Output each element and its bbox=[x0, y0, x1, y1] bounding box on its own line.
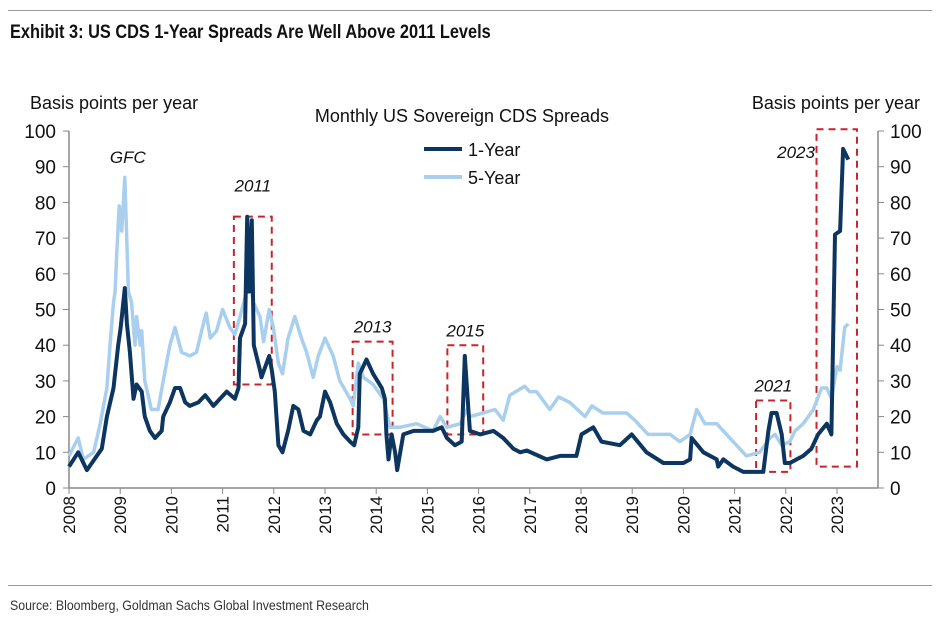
legend-label-5-year: 5-Year bbox=[468, 168, 520, 188]
annotation-box-2011 bbox=[232, 215, 273, 386]
left-y-tick-label: 0 bbox=[45, 479, 56, 500]
annotation-label-2021: 2021 bbox=[753, 377, 792, 396]
bottom-divider bbox=[8, 585, 932, 586]
right-y-tick-label: 30 bbox=[890, 372, 911, 393]
source-note: Source: Bloomberg, Goldman Sachs Global … bbox=[10, 597, 369, 613]
left-y-tick-label: 50 bbox=[35, 301, 56, 322]
x-tick-label: 2014 bbox=[367, 496, 386, 534]
x-tick-label: 2008 bbox=[60, 496, 79, 534]
exhibit-title: Exhibit 3: US CDS 1-Year Spreads Are Wel… bbox=[10, 22, 491, 43]
right-y-tick-label: 10 bbox=[890, 443, 911, 464]
annotation-label-2015: 2015 bbox=[445, 321, 484, 340]
left-y-tick-label: 10 bbox=[35, 443, 56, 464]
x-tick-label: 2011 bbox=[214, 496, 233, 533]
x-tick-label: 2015 bbox=[418, 496, 437, 534]
right-y-tick-label: 0 bbox=[890, 479, 901, 500]
right-axis-label: Basis points per year bbox=[752, 93, 920, 113]
left-axis-label: Basis points per year bbox=[30, 93, 198, 113]
right-y-tick-label: 80 bbox=[890, 193, 911, 214]
x-tick-label: 2020 bbox=[674, 496, 693, 534]
annotation-box-2021 bbox=[755, 399, 792, 473]
left-y-tick-label: 70 bbox=[35, 229, 56, 250]
annotation-label-2011: 2011 bbox=[234, 177, 272, 196]
right-y-tick-label: 60 bbox=[890, 265, 911, 286]
annotation-label-gfc: GFC bbox=[110, 148, 147, 167]
annotation-label-2023: 2023 bbox=[776, 143, 815, 162]
cds-spreads-chart: Basis points per year Basis points per y… bbox=[24, 93, 922, 534]
annotation-box-2013 bbox=[351, 340, 394, 436]
right-y-tick-label: 50 bbox=[890, 301, 911, 322]
right-y-tick-label: 40 bbox=[890, 336, 911, 357]
x-tick-label: 2017 bbox=[521, 496, 540, 534]
x-tick-label: 2010 bbox=[162, 496, 181, 534]
x-tick-label: 2012 bbox=[265, 496, 284, 534]
annotation-label-2013: 2013 bbox=[353, 318, 392, 337]
x-tick-label: 2021 bbox=[726, 496, 745, 534]
series-line-5-year bbox=[67, 175, 850, 462]
x-tick-label: 2018 bbox=[572, 496, 591, 534]
annotation-box-2023 bbox=[815, 128, 858, 468]
left-y-tick-label: 80 bbox=[35, 193, 56, 214]
right-y-tick-label: 20 bbox=[890, 408, 911, 429]
right-y-tick-label: 70 bbox=[890, 229, 911, 250]
x-tick-label: 2019 bbox=[623, 496, 642, 534]
annotation-box-2015 bbox=[446, 344, 485, 436]
left-y-tick-label: 20 bbox=[35, 408, 56, 429]
left-y-tick-label: 60 bbox=[35, 265, 56, 286]
series-line-1-year bbox=[67, 146, 851, 474]
x-tick-label: 2022 bbox=[777, 496, 796, 534]
x-tick-label: 2013 bbox=[316, 496, 335, 534]
chart-title: Monthly US Sovereign CDS Spreads bbox=[315, 106, 609, 126]
right-y-tick-label: 90 bbox=[890, 158, 911, 179]
left-y-tick-label: 40 bbox=[35, 336, 56, 357]
x-tick-label: 2009 bbox=[111, 496, 130, 534]
x-tick-label: 2023 bbox=[828, 496, 847, 534]
x-tick-label: 2016 bbox=[470, 496, 489, 534]
left-y-tick-label: 90 bbox=[35, 158, 56, 179]
legend-label-1-year: 1-Year bbox=[468, 140, 520, 160]
right-y-tick-label: 100 bbox=[890, 122, 922, 143]
left-y-tick-label: 30 bbox=[35, 372, 56, 393]
top-divider bbox=[8, 10, 932, 11]
left-y-tick-label: 100 bbox=[24, 122, 56, 143]
